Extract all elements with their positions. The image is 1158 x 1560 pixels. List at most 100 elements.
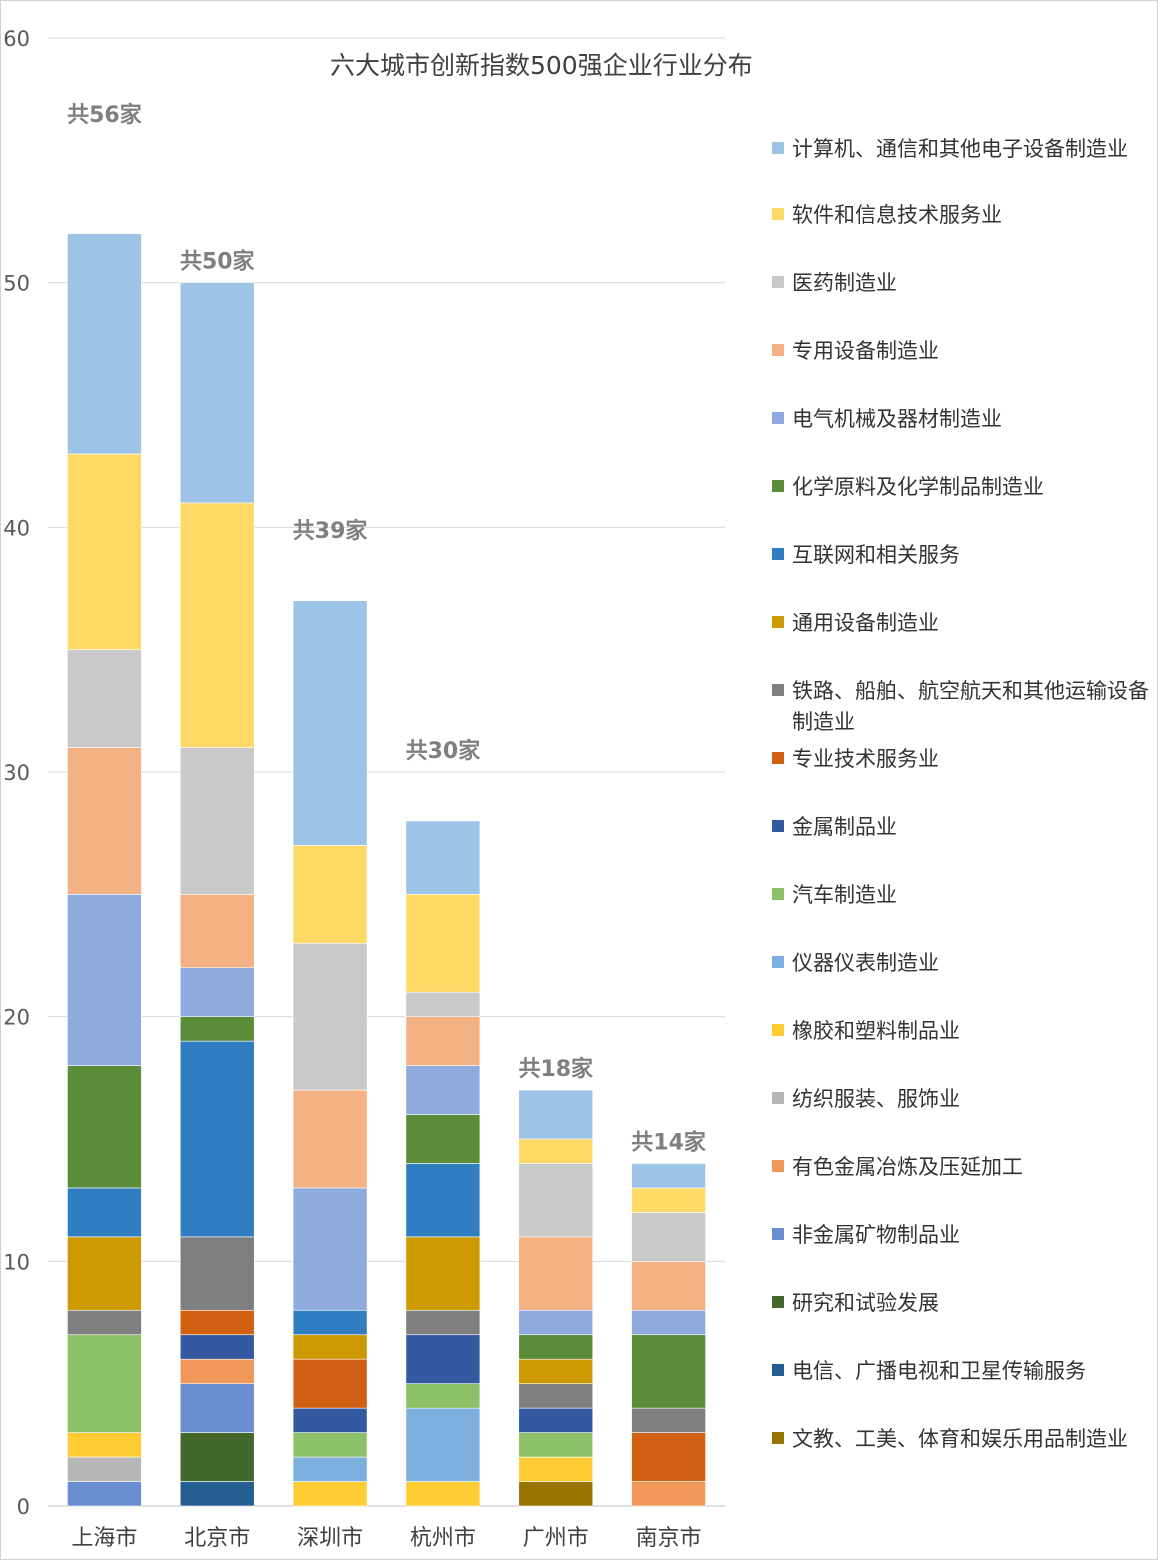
bar-segment [179, 502, 255, 748]
bar-segment [405, 1334, 481, 1384]
legend-item: 研究和试验发展 [772, 1288, 1152, 1319]
bar-segment [292, 600, 368, 846]
bar-segment [67, 747, 142, 895]
bar-segment [179, 282, 255, 504]
bar-segment [292, 845, 368, 944]
bar-segment [292, 1089, 368, 1189]
bar-segment [292, 1309, 368, 1336]
y-tick-label: 20 [3, 1006, 30, 1030]
bar-segment [292, 1481, 368, 1507]
bar-segment [179, 967, 255, 1017]
legend-label: 化学原料及化学制品制造业 [792, 475, 1044, 499]
bar-segment [292, 1334, 368, 1360]
legend-label: 有色金属冶炼及压延加工 [792, 1155, 1023, 1179]
bar-segment [518, 1236, 594, 1311]
bar-segment [179, 1432, 255, 1482]
bar-segment [518, 1163, 594, 1238]
legend-item: 电气机械及器材制造业 [772, 404, 1152, 435]
bar-segment [179, 894, 255, 969]
y-tick-label: 0 [17, 1495, 30, 1519]
legend-swatch [772, 142, 784, 154]
bar-segment [405, 1236, 481, 1311]
bar-segment [292, 1456, 368, 1482]
bar-segment [631, 1334, 706, 1409]
legend-item: 非金属矿物制品业 [772, 1220, 1152, 1251]
legend-item: 铁路、船舶、航空航天和其他运输设备制造业 [772, 676, 1152, 738]
legend-swatch [772, 276, 784, 288]
legend-item: 互联网和相关服务 [772, 540, 1152, 571]
bar-segment [631, 1309, 706, 1336]
legend-item: 通用设备制造业 [772, 608, 1152, 639]
legend-item: 专用设备制造业 [772, 336, 1152, 367]
bar-segment [518, 1383, 594, 1409]
legend-swatch [772, 1024, 784, 1036]
bar-segment [67, 894, 142, 1066]
bar-segment [518, 1358, 594, 1384]
legend-label: 专用设备制造业 [792, 339, 939, 363]
bar-segment [518, 1481, 594, 1507]
legend-swatch [772, 548, 784, 560]
legend-swatch [772, 820, 784, 832]
bar-segment [518, 1334, 594, 1360]
bar-segment [518, 1309, 594, 1336]
legend-label: 非金属矿物制品业 [792, 1223, 960, 1247]
x-tick-label: 深圳市 [297, 1526, 363, 1551]
y-tick-label: 30 [3, 761, 30, 785]
bar-segment [405, 1383, 481, 1409]
legend-swatch [772, 1432, 784, 1444]
y-tick-label: 10 [3, 1250, 30, 1274]
bar-segment [179, 1358, 255, 1384]
bar-segment [67, 1309, 142, 1336]
total-label: 共39家 [293, 518, 369, 544]
bar-segment [67, 649, 142, 748]
legend-swatch [772, 616, 784, 628]
bar-segment [292, 1187, 368, 1311]
legend-label: 通用设备制造业 [792, 611, 939, 635]
legend-swatch [772, 956, 784, 968]
x-tick-label: 上海市 [71, 1526, 137, 1551]
legend-label: 金属制品业 [792, 815, 897, 839]
bar-segment [405, 1065, 481, 1115]
bar-segment [631, 1187, 706, 1213]
legend-swatch [772, 684, 784, 696]
legend-item: 医药制造业 [772, 268, 1152, 299]
legend-swatch [772, 208, 784, 220]
legend-label: 电信、广播电视和卫星传输服务 [792, 1359, 1086, 1383]
bar-segment [631, 1432, 706, 1482]
legend-swatch [772, 1160, 784, 1172]
bar-segment [67, 1481, 142, 1507]
legend-swatch [772, 412, 784, 424]
bar-segment [292, 1407, 368, 1433]
legend-item: 纺织服装、服饰业 [772, 1084, 1152, 1115]
bar-segment [292, 1432, 368, 1458]
bar-segment [179, 1236, 255, 1311]
bar-segment [67, 1236, 142, 1311]
bar-segment [518, 1456, 594, 1482]
bar-segment [292, 942, 368, 1091]
bar-segment [405, 1016, 481, 1066]
bar-segment [179, 1309, 255, 1336]
bar-segment [518, 1407, 594, 1433]
bar-segment [631, 1163, 706, 1189]
legend-label: 软件和信息技术服务业 [792, 203, 1002, 227]
legend-swatch [772, 888, 784, 900]
bar-segment [67, 1456, 142, 1482]
legend-label: 计算机、通信和其他电子设备制造业 [792, 137, 1128, 161]
legend-item: 专业技术服务业 [772, 744, 1152, 775]
legend-label: 铁路、船舶、航空航天和其他运输设备制造业 [792, 679, 1149, 734]
bar-segment [631, 1481, 706, 1507]
legend-item: 电信、广播电视和卫星传输服务 [772, 1356, 1152, 1387]
legend-swatch [772, 1364, 784, 1376]
bar-segment [179, 1040, 255, 1238]
bar-segment [67, 1187, 142, 1238]
legend-item: 橡胶和塑料制品业 [772, 1016, 1152, 1047]
y-tick-label: 50 [3, 272, 30, 296]
x-tick-label: 杭州市 [410, 1526, 476, 1551]
bars [67, 233, 706, 1507]
legend-swatch [772, 752, 784, 764]
legend-swatch [772, 344, 784, 356]
legend-label: 橡胶和塑料制品业 [792, 1019, 960, 1043]
legend-item: 汽车制造业 [772, 880, 1152, 911]
bar-segment [67, 233, 142, 455]
